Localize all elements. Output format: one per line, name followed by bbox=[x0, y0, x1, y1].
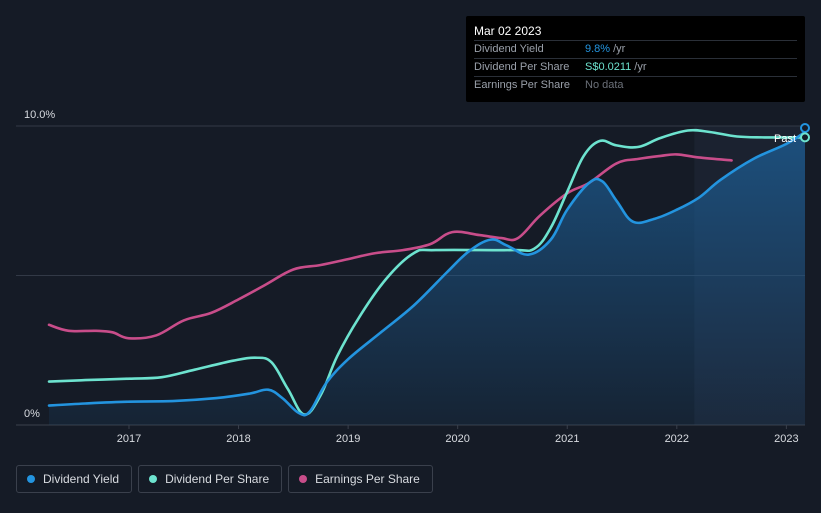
tooltip-row-earnings-per-share: Earnings Per Share No data bbox=[474, 77, 797, 94]
tooltip-row-dividend-per-share: Dividend Per Share S$0.0211 /yr bbox=[474, 59, 797, 77]
x-tick-label: 2017 bbox=[117, 433, 141, 445]
x-tick-label: 2019 bbox=[336, 433, 360, 445]
legend-dot-icon bbox=[149, 475, 158, 483]
x-tick-label: 2023 bbox=[774, 433, 798, 445]
legend-item-earnings-per-share[interactable]: Earnings Per Share bbox=[288, 465, 433, 493]
tooltip-unit: /yr bbox=[613, 43, 626, 55]
tooltip-label: Earnings Per Share bbox=[474, 79, 570, 91]
legend-item-dividend-per-share[interactable]: Dividend Per Share bbox=[138, 465, 283, 493]
series-line-earnings-per-share bbox=[47, 153, 733, 340]
x-tick-label: 2022 bbox=[665, 433, 689, 445]
tooltip-value: No data bbox=[585, 79, 624, 91]
legend-dot-icon bbox=[27, 475, 35, 483]
legend-item-dividend-yield[interactable]: Dividend Yield bbox=[16, 465, 133, 493]
tooltip-value: S$0.0211 bbox=[585, 61, 632, 73]
chart-tooltip: Mar 02 2023 Dividend Yield 9.8% /yr Divi… bbox=[466, 16, 805, 102]
legend-label: Earnings Per Share bbox=[315, 472, 420, 486]
legend-label: Dividend Per Share bbox=[165, 472, 270, 486]
tooltip-date: Mar 02 2023 bbox=[474, 22, 797, 41]
past-label: Past bbox=[774, 133, 796, 145]
x-tick-label: 2021 bbox=[555, 433, 579, 445]
yield-end-marker bbox=[800, 122, 810, 133]
tooltip-unit: /yr bbox=[634, 61, 647, 73]
tooltip-value: 9.8% bbox=[585, 43, 611, 55]
x-tick-label: 2018 bbox=[226, 433, 250, 445]
tooltip-label: Dividend Yield bbox=[474, 43, 544, 55]
series-area-dividend-yield bbox=[49, 132, 805, 425]
y-tick-label: 0% bbox=[24, 408, 40, 420]
chart-legend: Dividend Yield Dividend Per Share Earnin… bbox=[16, 465, 433, 493]
tooltip-label: Dividend Per Share bbox=[474, 61, 570, 73]
dps-end-marker bbox=[800, 132, 810, 143]
series-line-dividend-yield bbox=[47, 130, 807, 417]
x-tick-label: 2020 bbox=[445, 433, 469, 445]
series-line-dividend-per-share bbox=[47, 128, 807, 416]
y-tick-label: 10.0% bbox=[24, 109, 55, 121]
legend-label: Dividend Yield bbox=[43, 472, 120, 486]
legend-dot-icon bbox=[299, 475, 308, 483]
tooltip-row-dividend-yield: Dividend Yield 9.8% /yr bbox=[474, 41, 797, 59]
